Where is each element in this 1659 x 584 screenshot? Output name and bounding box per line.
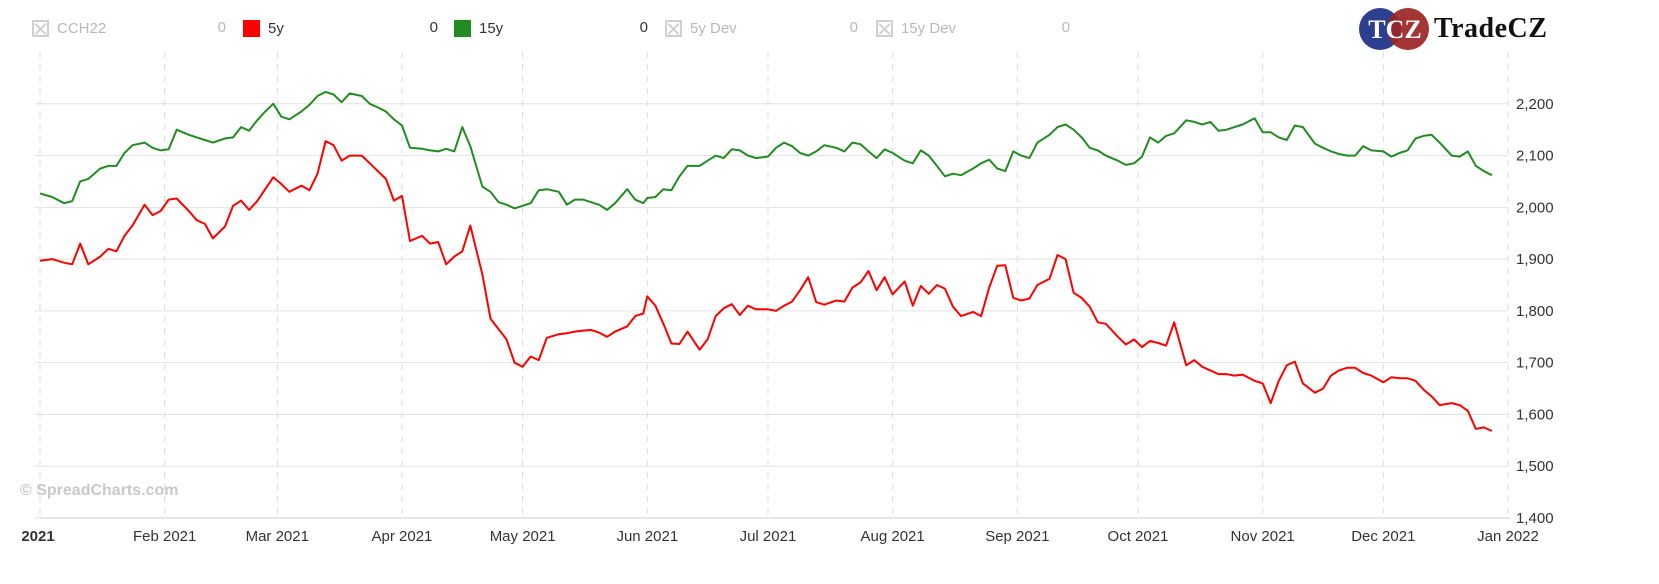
x-tick-label: May 2021	[490, 528, 556, 545]
series-line-15y	[39, 90, 1493, 211]
y-axis-tick-labels: 1,400 1,500 1,600 1,700 1,800 1,900 2,000 2,100…	[1516, 96, 1554, 527]
series-line-5y	[39, 140, 1493, 432]
legend-unchecked-icon	[32, 19, 49, 37]
legend-item-5y-dev[interactable]: 5y Dev	[665, 17, 737, 39]
x-tick-label: Dec 2021	[1351, 528, 1415, 545]
legend-swatch-icon	[454, 19, 471, 37]
x-tick-label: Nov 2021	[1231, 528, 1295, 545]
y-tick-label: 1,600	[1516, 406, 1554, 423]
tradecz-logo: TCZ TradeCZ	[1358, 2, 1568, 56]
legend-label: 5y	[268, 19, 284, 37]
x-tick-label: Sep 2021	[985, 528, 1049, 545]
logo-brand-text: TradeCZ	[1434, 13, 1548, 44]
legend-item-15y[interactable]: 15y	[454, 17, 503, 39]
y-tick-label: 2,000	[1516, 199, 1554, 216]
y-tick-label: 1,500	[1516, 458, 1554, 475]
x-tick-label: Jul 2021	[740, 528, 797, 545]
legend-item-5y[interactable]: 5y	[243, 17, 284, 39]
legend-swatch-icon	[243, 19, 260, 37]
vertical-gridlines	[39, 52, 1509, 518]
y-tick-label: 1,800	[1516, 303, 1554, 320]
watermark: © SpreadCharts.com	[20, 482, 179, 499]
legend-item-15y-dev[interactable]: 15y Dev	[876, 17, 956, 39]
legend-unchecked-icon	[665, 19, 682, 37]
y-tick-label: 2,100	[1516, 148, 1554, 165]
series-layer	[39, 90, 1493, 432]
logo-mark-text: TCZ	[1368, 15, 1421, 44]
x-tick-label: Jan 2022	[1477, 528, 1539, 545]
x-tick-label: Jun 2021	[616, 528, 678, 545]
y-tick-label: 1,400	[1516, 510, 1554, 527]
legend-value: 0	[639, 19, 648, 36]
x-axis-tick-labels: 2021 Feb 2021 Mar 2021 Apr 2021 May 2021 Jun …	[21, 528, 1539, 545]
y-tick-label: 2,200	[1516, 96, 1554, 113]
legend-value: 0	[429, 19, 438, 36]
y-tick-label: 1,700	[1516, 355, 1554, 372]
legend-value: 0	[1061, 19, 1070, 36]
tcz-logo-icon: TCZ	[1359, 8, 1429, 50]
legend: CCH22 0 5y 0 15y 0 5y Dev 0 15y Dev 0	[0, 17, 1160, 39]
x-tick-label: Feb 2021	[133, 528, 196, 545]
legend-label: 15y	[479, 19, 504, 37]
legend-label: CCH22	[57, 19, 107, 37]
legend-label: 5y Dev	[690, 19, 737, 37]
legend-value: 0	[849, 19, 858, 36]
legend-label: 15y Dev	[901, 19, 957, 37]
legend-item-cch22[interactable]: CCH22	[32, 17, 106, 39]
legend-value: 0	[217, 19, 226, 36]
x-tick-label: Oct 2021	[1108, 528, 1169, 545]
x-tick-label: Aug 2021	[861, 528, 925, 545]
legend-unchecked-icon	[876, 19, 893, 37]
x-tick-label: Mar 2021	[246, 528, 309, 545]
x-tick-label: 2021	[21, 528, 54, 545]
y-tick-label: 1,900	[1516, 251, 1554, 268]
x-tick-label: Apr 2021	[372, 528, 433, 545]
